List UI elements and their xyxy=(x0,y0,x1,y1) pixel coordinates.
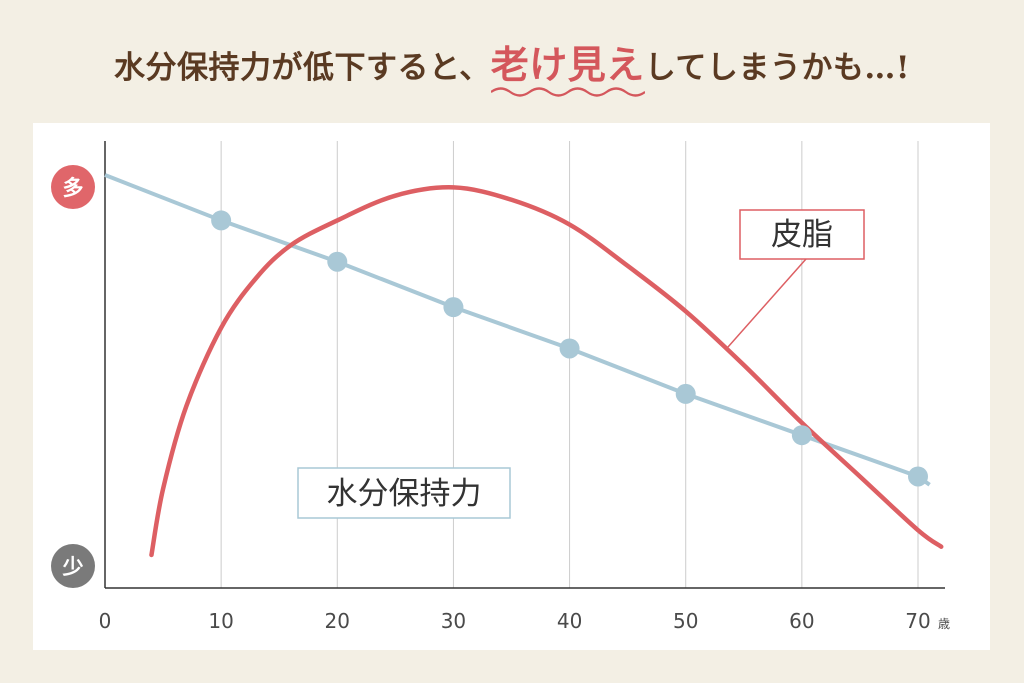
water-retention-point xyxy=(908,466,928,487)
y-low-label: 少 xyxy=(62,555,84,579)
y-high-badge xyxy=(51,165,95,209)
water-retention-point xyxy=(559,338,580,359)
x-tick-label: 20 xyxy=(325,609,350,633)
headline-prefix: 水分保持力が低下すると、 xyxy=(114,50,491,86)
headline-suffix: してしまうかも…! xyxy=(644,50,910,86)
x-tick-label: 50 xyxy=(673,609,698,633)
headline: 水分保持力が低下すると、老け見え してしまうかも…! xyxy=(0,34,1024,97)
headline-highlight-text: 老け見え xyxy=(490,42,645,87)
x-tick-label: 10 xyxy=(208,609,233,633)
x-tick-label: 0 xyxy=(99,609,112,633)
wavy-underline-icon xyxy=(490,87,645,97)
sebum-label-box xyxy=(739,209,865,260)
x-tick-label: 40 xyxy=(557,609,582,633)
water-retention-point xyxy=(211,210,232,231)
chart-card: 0 10 20 30 40 50 60 70 歳 多少 皮脂水分保持力 xyxy=(33,123,990,650)
water-retention-label: 水分保持力 xyxy=(327,476,482,512)
x-unit-label: 歳 xyxy=(938,617,950,631)
water-retention-label-box xyxy=(297,467,511,519)
x-tick-label: 30 xyxy=(441,609,466,633)
water-retention-point xyxy=(443,297,464,318)
x-tick-label: 60 xyxy=(789,609,814,633)
headline-highlight: 老け見え xyxy=(490,34,645,97)
sebum-label: 皮脂 xyxy=(771,217,833,253)
y-high-label: 多 xyxy=(63,176,84,200)
water-retention-point xyxy=(327,251,348,272)
sebum-leader-line xyxy=(727,258,807,348)
y-low-badge xyxy=(51,544,95,588)
water-retention-point xyxy=(791,425,812,446)
x-tick-label: 70 xyxy=(905,609,930,633)
water-retention-point xyxy=(675,383,696,404)
